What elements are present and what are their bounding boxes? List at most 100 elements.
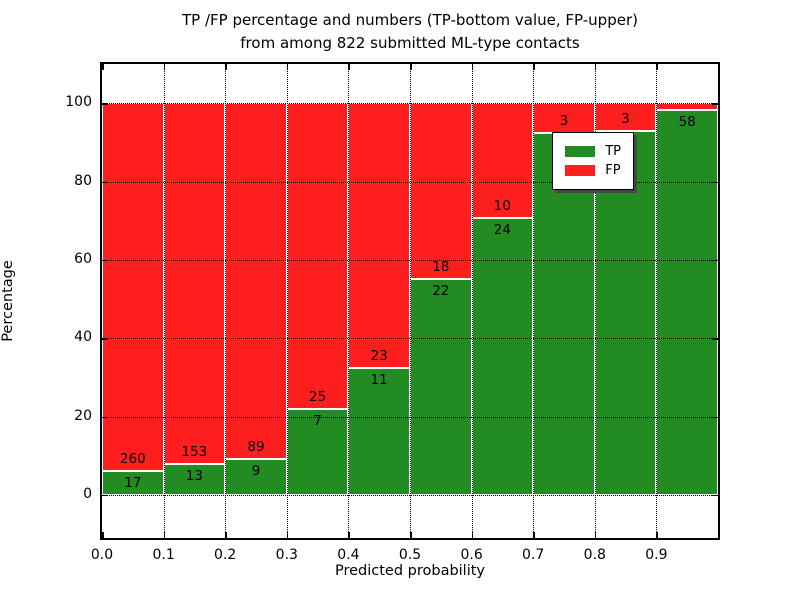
y-tick-left [102, 338, 108, 340]
bar-segment-fp-0.4-0.5 [348, 103, 410, 369]
v-gridline-0.1 [163, 64, 165, 538]
y-tick-left [102, 494, 108, 497]
fp-count-label: 3 [621, 110, 630, 127]
legend-item-fp: FP [565, 163, 621, 178]
y-tick-left [102, 259, 108, 262]
v-gridline-0.3 [286, 64, 288, 538]
y-tick-right [712, 416, 718, 419]
x-tick-bottom [102, 532, 104, 538]
chart-title: TP /FP percentage and numbers (TP-bottom… [100, 9, 720, 56]
y-tick-left [102, 103, 108, 105]
x-tick-label-0.5: 0.5 [398, 547, 422, 563]
v-gridline-0.7 [533, 64, 535, 538]
x-tick-label-0.1: 0.1 [152, 547, 175, 563]
v-gridline-0.5 [410, 64, 411, 538]
x-axis-label: Predicted probability [334, 563, 486, 579]
chart-title-line2: from among 822 submitted ML-type contact… [240, 34, 580, 53]
x-tick-bottom [594, 532, 597, 538]
fp-count-label: 260 [119, 450, 146, 467]
y-tick-right [712, 259, 718, 262]
fp-count-label: 18 [432, 259, 450, 276]
x-tick-bottom [348, 532, 350, 538]
chart-title-line1: TP /FP percentage and numbers (TP-bottom… [182, 11, 638, 29]
x-tick-bottom [163, 532, 166, 538]
fp-count-label: 153 [181, 444, 208, 461]
y-tick-label-60: 60 [74, 250, 92, 267]
legend-label-tp: TP [605, 144, 621, 159]
x-tick-bottom [656, 532, 658, 538]
x-tick-top [594, 64, 597, 70]
bar-segment-tp-0.1-0.2 [163, 464, 226, 495]
y-tick-left [102, 416, 108, 419]
tp-count-label: 58 [678, 113, 696, 130]
tp-count-label: 13 [185, 468, 203, 485]
x-tick-bottom [225, 532, 227, 538]
x-tick-label-0.8: 0.8 [583, 547, 606, 563]
y-tick-right [712, 338, 718, 340]
tp-swatch-icon [565, 146, 596, 157]
tp-count-label: 22 [432, 283, 450, 300]
tp-count-label: 17 [124, 474, 142, 491]
v-gridline-0.6 [471, 64, 473, 538]
bar-segment-fp-0.3-0.4 [286, 103, 349, 410]
x-tick-bottom [533, 532, 535, 538]
x-tick-top [410, 64, 412, 70]
bar-segment-tp-0.5-0.6 [410, 279, 472, 495]
y-tick-label-20: 20 [74, 407, 92, 424]
x-tick-top [533, 64, 535, 70]
x-tick-top [225, 64, 227, 70]
x-tick-bottom [286, 532, 289, 538]
y-tick-label-100: 100 [65, 94, 92, 111]
x-tick-top [348, 64, 350, 70]
bar-segment-tp-0.9-1.0 [656, 109, 718, 495]
v-gridline-0.2 [225, 64, 227, 538]
y-tick-label-80: 80 [74, 172, 92, 189]
y-axis-label: Percentage [0, 260, 16, 342]
v-gridline-0.8 [594, 64, 596, 538]
y-tick-right [712, 494, 718, 497]
fp-swatch-icon [565, 165, 596, 176]
x-tick-top [471, 64, 474, 70]
legend-label-fp: FP [605, 163, 621, 178]
x-tick-label-0.0: 0.0 [90, 547, 114, 563]
tp-count-label: 9 [251, 462, 261, 479]
x-tick-label-0.7: 0.7 [522, 547, 545, 563]
x-tick-top [286, 64, 289, 70]
bar-segment-tp-0.0-0.1 [102, 470, 164, 495]
bar-segment-tp-0.6-0.7 [471, 218, 534, 495]
tp-count-label: 11 [370, 372, 388, 389]
y-tick-right [712, 181, 718, 184]
bar-segment-fp-0.2-0.3 [225, 103, 287, 459]
x-tick-bottom [471, 532, 474, 538]
bar-segment-fp-0.1-0.2 [163, 103, 226, 465]
fp-count-label: 23 [370, 348, 388, 365]
legend: TP FP [552, 132, 634, 190]
x-tick-label-0.2: 0.2 [214, 547, 237, 563]
bar-segment-tp-0.4-0.5 [348, 368, 410, 495]
v-gridline-0.4 [348, 64, 350, 538]
tp-count-label: 7 [313, 413, 322, 430]
x-tick-top [163, 64, 166, 70]
bar-segment-tp-0.7-0.8 [533, 133, 595, 495]
bar-segment-tp-0.2-0.3 [225, 458, 287, 495]
tp-count-label: 24 [493, 222, 511, 239]
x-tick-label-0.6: 0.6 [460, 547, 483, 563]
y-tick-label-40: 40 [74, 329, 92, 346]
y-tick-label-0: 0 [83, 485, 92, 502]
plot-area: 172601315398972511232218241036340358 TP … [100, 62, 720, 540]
x-tick-label-0.9: 0.9 [645, 547, 668, 563]
bar-segment-fp-0.0-0.1 [102, 103, 164, 471]
v-gridline-0.9 [656, 64, 658, 538]
fp-count-label: 10 [493, 198, 511, 215]
y-tick-right [712, 103, 718, 105]
x-tick-top [102, 64, 104, 70]
x-tick-bottom [410, 532, 412, 538]
plot-inner: 172601315398972511232218241036340358 [102, 64, 718, 538]
fp-count-label: 25 [309, 389, 327, 406]
bar-segment-fp-0.5-0.6 [410, 103, 472, 280]
fp-count-label: 3 [559, 113, 569, 130]
x-tick-top [656, 64, 658, 70]
fp-count-label: 89 [247, 438, 265, 455]
x-tick-label-0.4: 0.4 [337, 547, 360, 563]
